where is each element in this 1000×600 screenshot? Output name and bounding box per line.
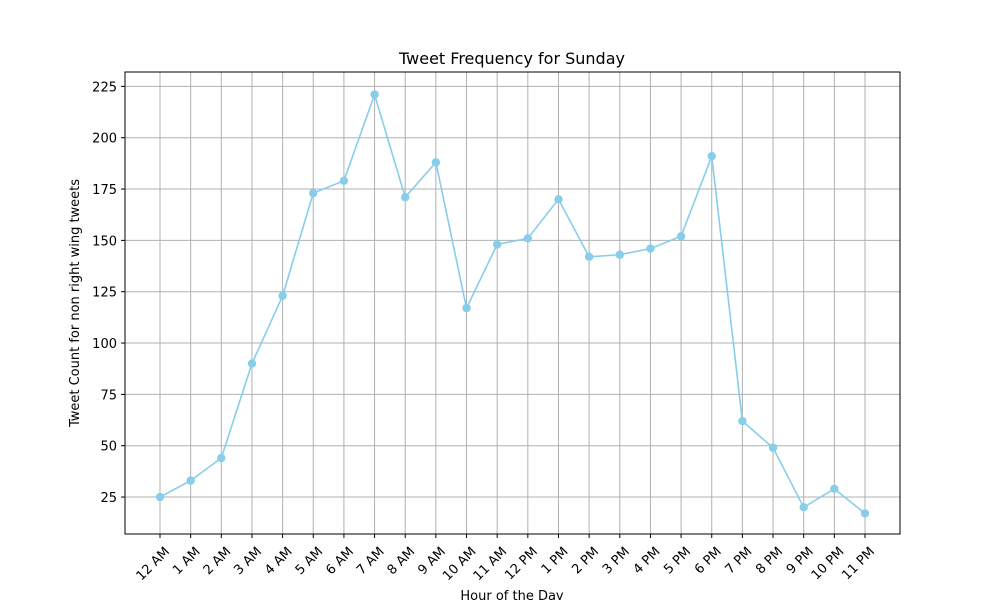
x-tick-label: 6 PM xyxy=(692,544,725,577)
series-line xyxy=(159,92,866,515)
x-tick-label: 11 PM xyxy=(839,544,878,583)
data-point xyxy=(462,303,471,313)
x-tick-label: 5 AM xyxy=(293,544,327,578)
y-axis-label: Tweet Count for non right wing tweets xyxy=(68,179,83,428)
x-tick-label: 3 PM xyxy=(600,544,633,577)
data-point xyxy=(431,158,441,167)
y-axis-ticks: 25 50 75 100 125 150 175 200 225 xyxy=(92,80,125,506)
data-point xyxy=(492,240,502,249)
y-tick-label: 175 xyxy=(92,183,117,198)
y-tick-label: 150 xyxy=(92,234,117,249)
x-tick-label: 2 AM xyxy=(201,544,235,578)
data-point xyxy=(738,416,747,426)
x-axis-ticks: 12 AM1 AM2 AM3 AM4 AM5 AM6 AM7 AM8 AM9 A… xyxy=(134,534,878,584)
y-tick-label: 75 xyxy=(100,388,117,403)
x-tick-label: 7 AM xyxy=(354,544,388,578)
x-tick-label: 12 PM xyxy=(502,544,541,583)
series xyxy=(155,90,870,518)
y-tick-label: 225 xyxy=(92,80,117,95)
data-point xyxy=(247,359,257,368)
x-tick-label: 3 AM xyxy=(231,544,265,578)
data-point xyxy=(615,250,624,259)
x-tick-label: 1 AM xyxy=(170,544,204,578)
data-point xyxy=(155,492,165,502)
data-point xyxy=(278,291,287,301)
x-tick-label: 4 AM xyxy=(262,544,296,578)
data-point xyxy=(676,232,686,241)
data-point xyxy=(830,484,839,494)
plot-area-frame xyxy=(124,71,901,535)
x-tick-label: 8 AM xyxy=(385,544,419,578)
x-tick-label: 12 AM xyxy=(134,544,173,583)
x-tick-label: 4 PM xyxy=(631,544,664,577)
chart-title: Tweet Frequency for Sunday xyxy=(398,49,625,68)
data-point xyxy=(217,453,226,463)
x-tick-label: 10 AM xyxy=(440,544,479,583)
data-point xyxy=(186,476,195,485)
x-tick-label: 2 PM xyxy=(569,544,602,577)
x-axis-label: Hour of the Day xyxy=(460,589,564,600)
x-tick-label: 6 AM xyxy=(323,544,357,578)
y-tick-label: 200 xyxy=(92,132,117,147)
y-tick-label: 50 xyxy=(100,440,117,455)
data-point xyxy=(554,195,563,204)
x-tick-label: 11 AM xyxy=(471,544,510,583)
y-tick-label: 100 xyxy=(92,337,117,352)
x-tick-label: 5 PM xyxy=(661,544,694,577)
data-point xyxy=(370,90,379,99)
grid xyxy=(125,72,900,534)
data-point xyxy=(860,509,870,518)
data-point xyxy=(799,503,808,512)
data-point xyxy=(309,188,318,198)
data-point xyxy=(707,151,716,161)
x-tick-label: 7 PM xyxy=(723,544,756,577)
data-point xyxy=(584,252,594,261)
data-point xyxy=(523,234,533,243)
data-point xyxy=(768,443,778,452)
x-tick-label: 10 PM xyxy=(809,544,848,583)
x-tick-label: 1 PM xyxy=(539,544,572,577)
y-tick-label: 125 xyxy=(92,286,117,301)
data-point xyxy=(401,193,410,202)
y-tick-label: 25 xyxy=(100,491,117,506)
data-point xyxy=(646,244,655,253)
data-point xyxy=(339,176,349,186)
x-tick-label: 8 PM xyxy=(753,544,786,577)
